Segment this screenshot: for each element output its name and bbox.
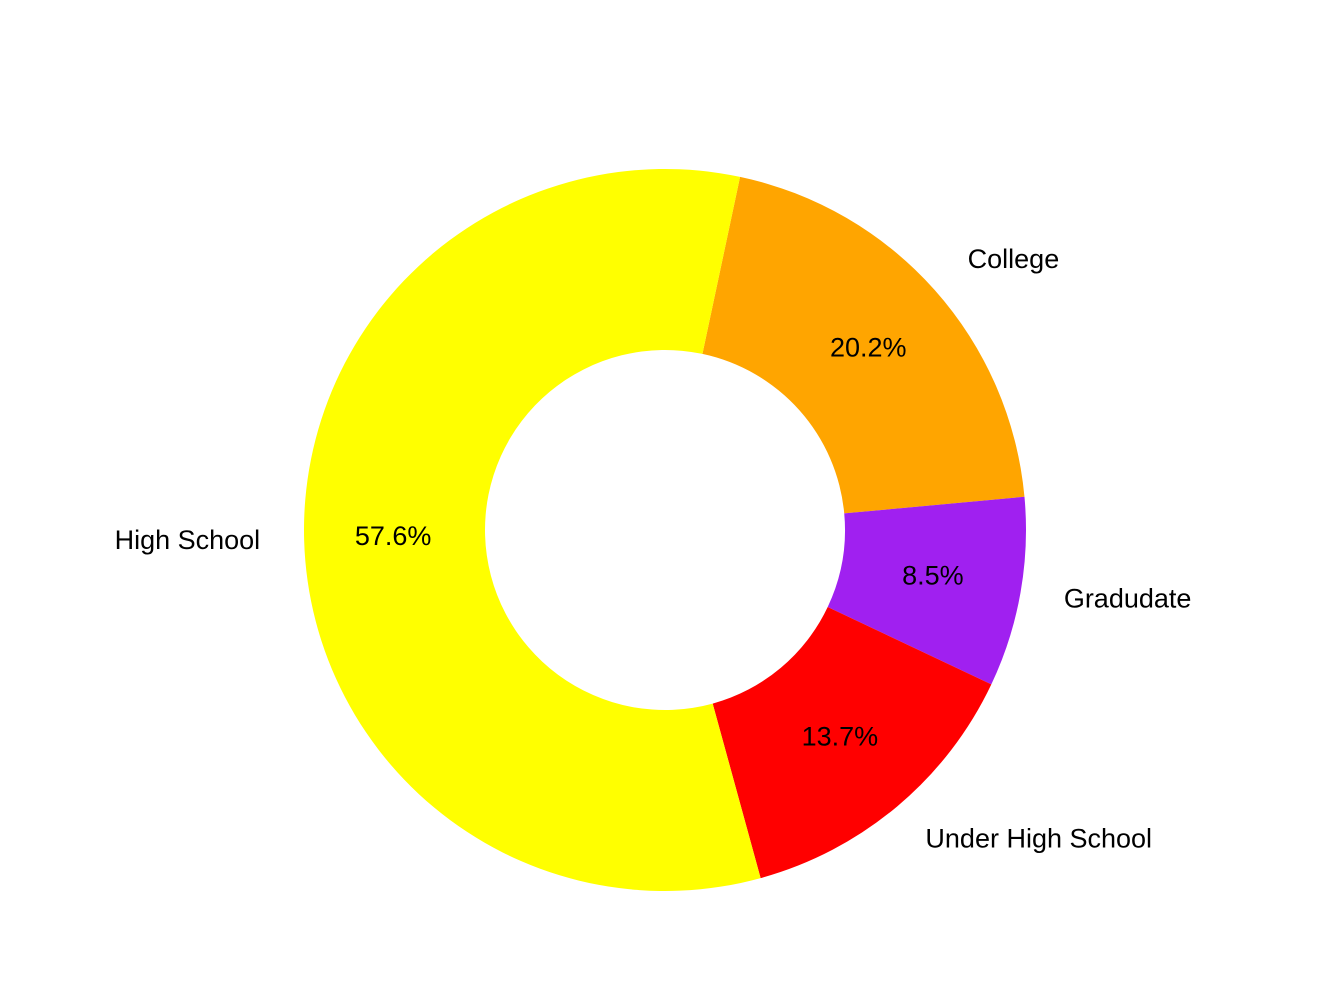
category-label-gradudate: Gradudate (1064, 584, 1192, 614)
slice-high-school (304, 169, 761, 892)
percent-label-college: 20.2% (830, 332, 907, 362)
slice-gradudate (827, 496, 1026, 685)
percent-label-under-high-school: 13.7% (802, 721, 879, 751)
category-label-high-school: High School (115, 525, 261, 555)
slice-under-high-school (712, 606, 992, 879)
slice-college (702, 176, 1025, 514)
percent-labels: 20.2% 8.5% 13.7% 57.6% (355, 332, 964, 751)
category-label-under-high-school: Under High School (925, 823, 1152, 853)
category-label-college: College (968, 244, 1060, 274)
category-labels: College Gradudate Under High School High Sc… (115, 244, 1192, 853)
percent-label-high-school: 57.6% (355, 521, 432, 551)
percent-label-gradudate: 8.5% (902, 560, 964, 590)
donut-slices (304, 169, 1026, 892)
